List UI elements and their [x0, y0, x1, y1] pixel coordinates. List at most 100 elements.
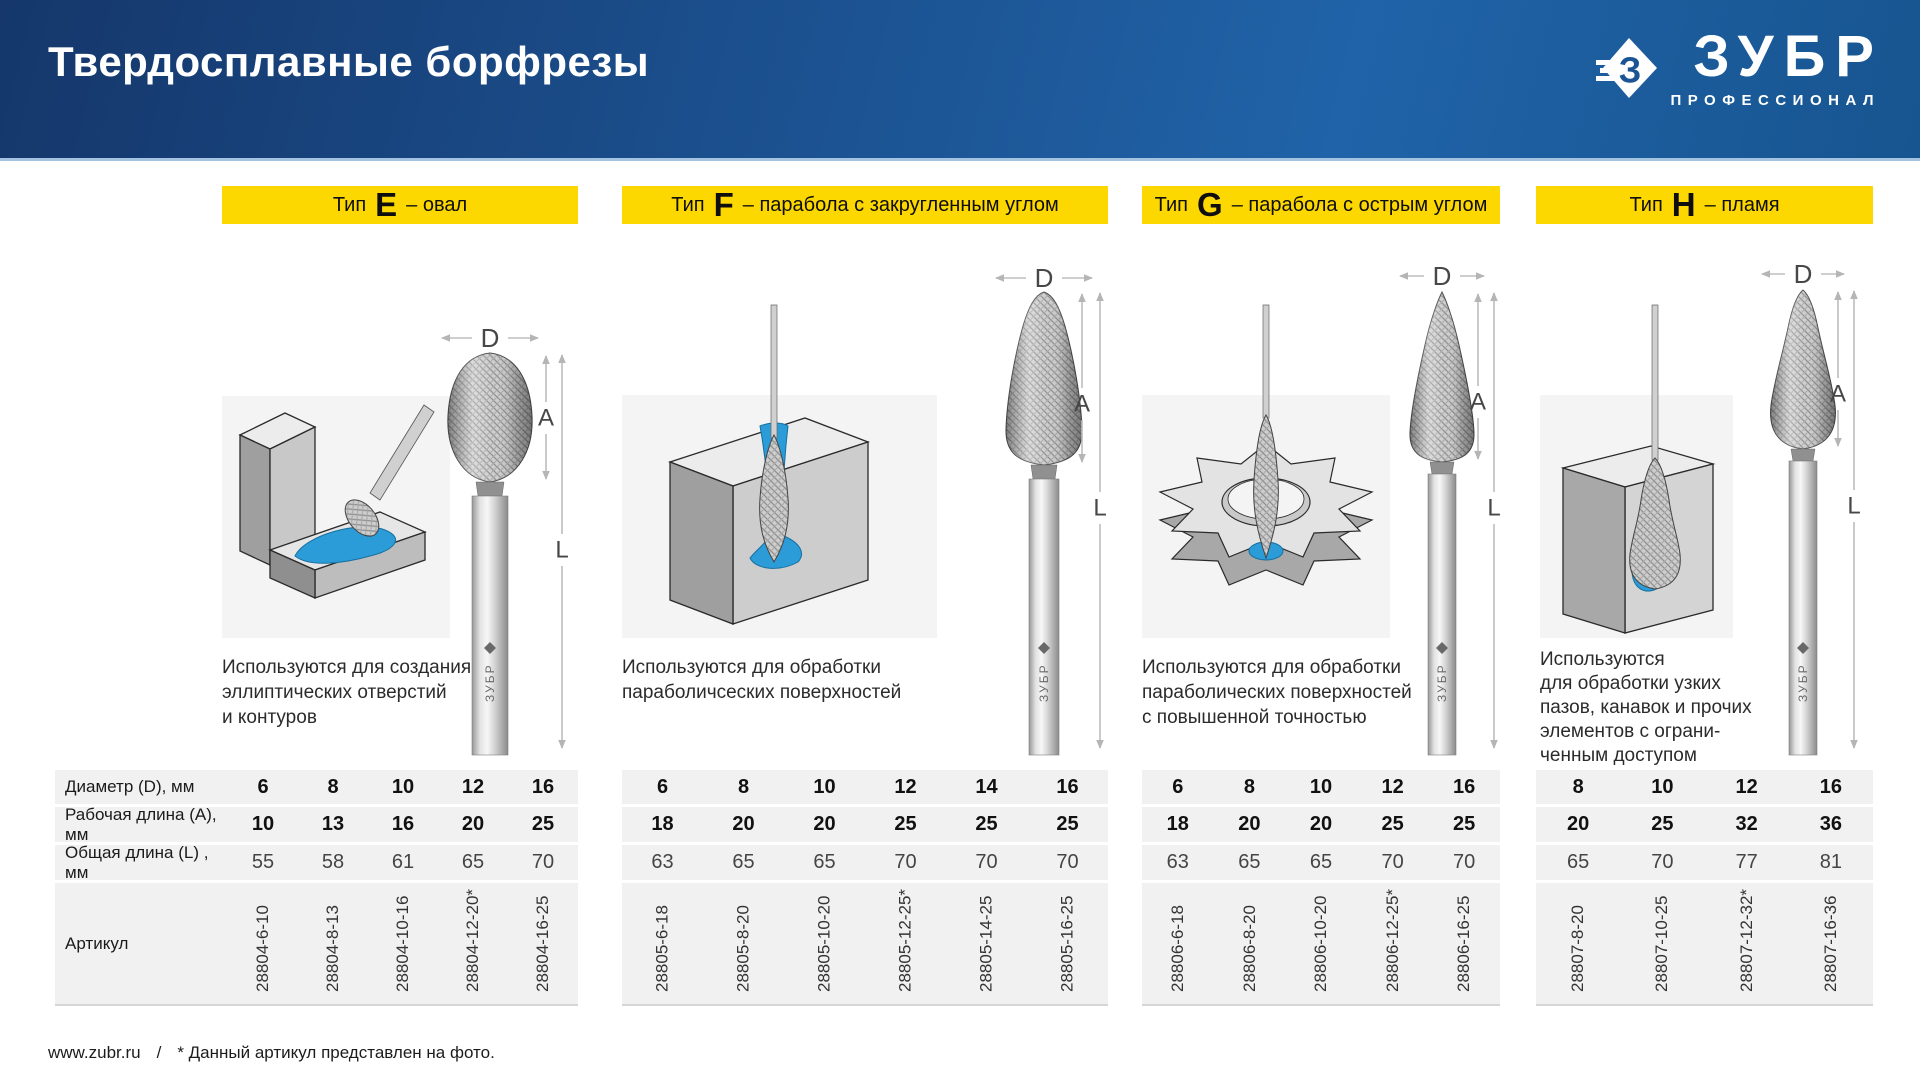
article-number: 28804-10-16: [393, 895, 412, 992]
total-length-value: 65: [813, 851, 836, 873]
working-length-value: 10: [251, 813, 275, 835]
working-length-value: 36: [1819, 813, 1842, 835]
diameter-value: 16: [1819, 775, 1842, 798]
article-number: 28806-12-25*: [1382, 888, 1402, 992]
diameter-value: 12: [894, 775, 917, 798]
article-number: 28804-12-20*: [463, 888, 482, 992]
dimension-label-l: L: [1847, 493, 1860, 520]
brand-logo-text: ЗУБР ПРОФЕССИОНАЛ: [1670, 28, 1874, 110]
type-banner-h: Тип H – пламя: [1536, 186, 1873, 224]
banner-suffix: – парабола с закругленным углом: [742, 193, 1059, 216]
banner-prefix: Тип: [671, 193, 705, 216]
application-illustration-g: [1142, 304, 1390, 638]
zubr-logo-icon: З: [1596, 37, 1658, 98]
page-header: Твердосплавные борфрезы З ЗУБР ПРОФЕССИО…: [0, 0, 1920, 158]
diameter-value: 12: [1735, 775, 1758, 798]
illustration-type-e: D ЗУБР A L: [222, 323, 569, 756]
dimension-label-d: D: [1035, 263, 1054, 293]
working-length-value: 25: [1453, 813, 1476, 835]
working-length-value: 20: [1567, 813, 1590, 835]
article-number: 28806-8-20: [1239, 905, 1259, 992]
type-banner-g: Тип G – парабола с острым углом: [1142, 186, 1500, 224]
description-line: параболичсеских поверхностей: [622, 682, 902, 703]
illustration-type-h: D ЗУБР A L: [1540, 259, 1861, 756]
diameter-value: 12: [1381, 775, 1404, 798]
total-length-value: 70: [894, 851, 917, 873]
application-illustration-f: [622, 304, 937, 638]
working-length-value: 20: [732, 813, 755, 835]
diameter-value: 10: [391, 775, 415, 798]
header-divider: [0, 158, 1920, 161]
diameter-value: 6: [656, 775, 669, 798]
shank-engraving: ЗУБР: [483, 663, 497, 702]
article-number: 28805-8-20: [733, 905, 753, 992]
article-number: 28805-6-18: [652, 905, 672, 992]
diameter-value: 8: [1572, 775, 1584, 798]
shank-engraving: ЗУБР: [1435, 663, 1449, 702]
dimension-label-a: A: [538, 405, 554, 432]
article-number: 28807-10-25: [1652, 895, 1672, 992]
working-length-value: 20: [461, 813, 485, 835]
table-row-working-length: 20 25 32 36: [1536, 807, 1873, 842]
table-row-diameter: 6 8 10 12 14 16: [622, 770, 1108, 804]
diameter-value: 6: [1172, 775, 1184, 798]
banner-prefix: Тип: [1629, 193, 1663, 216]
type-banner-f: Тип F – парабола с закругленным углом: [622, 186, 1108, 224]
application-illustration-e: [222, 396, 450, 638]
footer-separator: /: [156, 1043, 162, 1062]
brand-name: ЗУБР: [1693, 24, 1884, 89]
table-row-article: Артикул 28804-6-10 28804-8-13 28804-10-16 2…: [55, 883, 578, 1006]
total-length-value: 63: [1166, 851, 1189, 873]
banner-suffix: – овал: [406, 193, 468, 216]
total-length-value: 70: [1381, 851, 1404, 873]
footer-note: * Данный артикул представлен на фото.: [177, 1043, 495, 1062]
description-line: параболических поверхностей: [1142, 682, 1412, 703]
diameter-value: 8: [737, 775, 750, 798]
diameter-value: 10: [1651, 775, 1674, 798]
article-number: 28807-8-20: [1568, 905, 1588, 992]
description-line: Используются для обработки: [622, 657, 881, 678]
illustration-type-f: D ЗУБР A L: [622, 263, 1107, 756]
banner-prefix: Тип: [1154, 193, 1189, 216]
table-row-total-length: Общая длина (L) , мм 55 58 61 65 70: [55, 843, 578, 882]
working-length-value: 32: [1735, 813, 1758, 835]
table-row-working-length: Рабочая длина (A), мм 10 13 16 20 25: [55, 804, 578, 844]
row-label-working-length: Рабочая длина (A), мм: [65, 804, 217, 844]
article-number: 28807-12-32*: [1736, 888, 1756, 992]
table-row-diameter: 6 8 10 12 16: [1142, 770, 1500, 804]
table-row-article: 28805-6-18 28805-8-20 28805-10-20 28805-12-…: [622, 883, 1108, 1006]
table-row-working-length: 18 20 20 25 25 25: [622, 807, 1108, 842]
spec-table-type-h: 8 10 12 16 20 25 32 36 65 70 77 81 28807-8-20 2880…: [1536, 770, 1873, 1009]
diameter-value: 10: [1309, 775, 1333, 798]
page-footer: www.zubr.ru / * Данный артикул представл…: [48, 1043, 495, 1063]
total-length-value: 70: [975, 851, 998, 873]
shank-engraving: ЗУБР: [1037, 663, 1051, 702]
row-label-diameter: Диаметр (D), мм: [65, 777, 195, 796]
article-number: 28804-16-25: [533, 895, 552, 992]
working-length-value: 16: [391, 813, 415, 835]
description-line: пазов, канавок и прочих: [1540, 697, 1752, 718]
total-length-value: 55: [251, 851, 275, 873]
dimension-label-d: D: [1794, 259, 1813, 289]
dimension-label-d: D: [481, 323, 500, 353]
shank-engraving: ЗУБР: [1796, 663, 1810, 702]
dimension-label-a: A: [1470, 389, 1486, 416]
article-number: 28805-12-25*: [895, 888, 915, 992]
dimension-label-l: L: [555, 537, 568, 564]
table-row-working-length: 18 20 20 25 25: [1142, 807, 1500, 842]
table-row-total-length: 65 70 77 81: [1536, 845, 1873, 880]
diameter-value: 10: [813, 775, 836, 798]
total-length-value: 58: [321, 851, 345, 873]
article-number: 28805-14-25: [976, 895, 996, 992]
dimension-label-d: D: [1433, 261, 1452, 291]
table-row-total-length: 63 65 65 70 70 70: [622, 845, 1108, 880]
product-photo-h: D ЗУБР A L: [1761, 259, 1861, 756]
banner-prefix: Тип: [332, 193, 367, 216]
article-number: 28806-10-20: [1310, 895, 1330, 992]
description-line: эллиптических отверстий: [222, 682, 447, 703]
type-banner-e: Тип E – овал: [222, 186, 578, 224]
article-number: 28805-16-25: [1057, 895, 1077, 992]
description-line: и контуров: [222, 707, 317, 728]
article-number: 28804-8-13: [323, 905, 342, 992]
diameter-value: 14: [975, 775, 998, 798]
